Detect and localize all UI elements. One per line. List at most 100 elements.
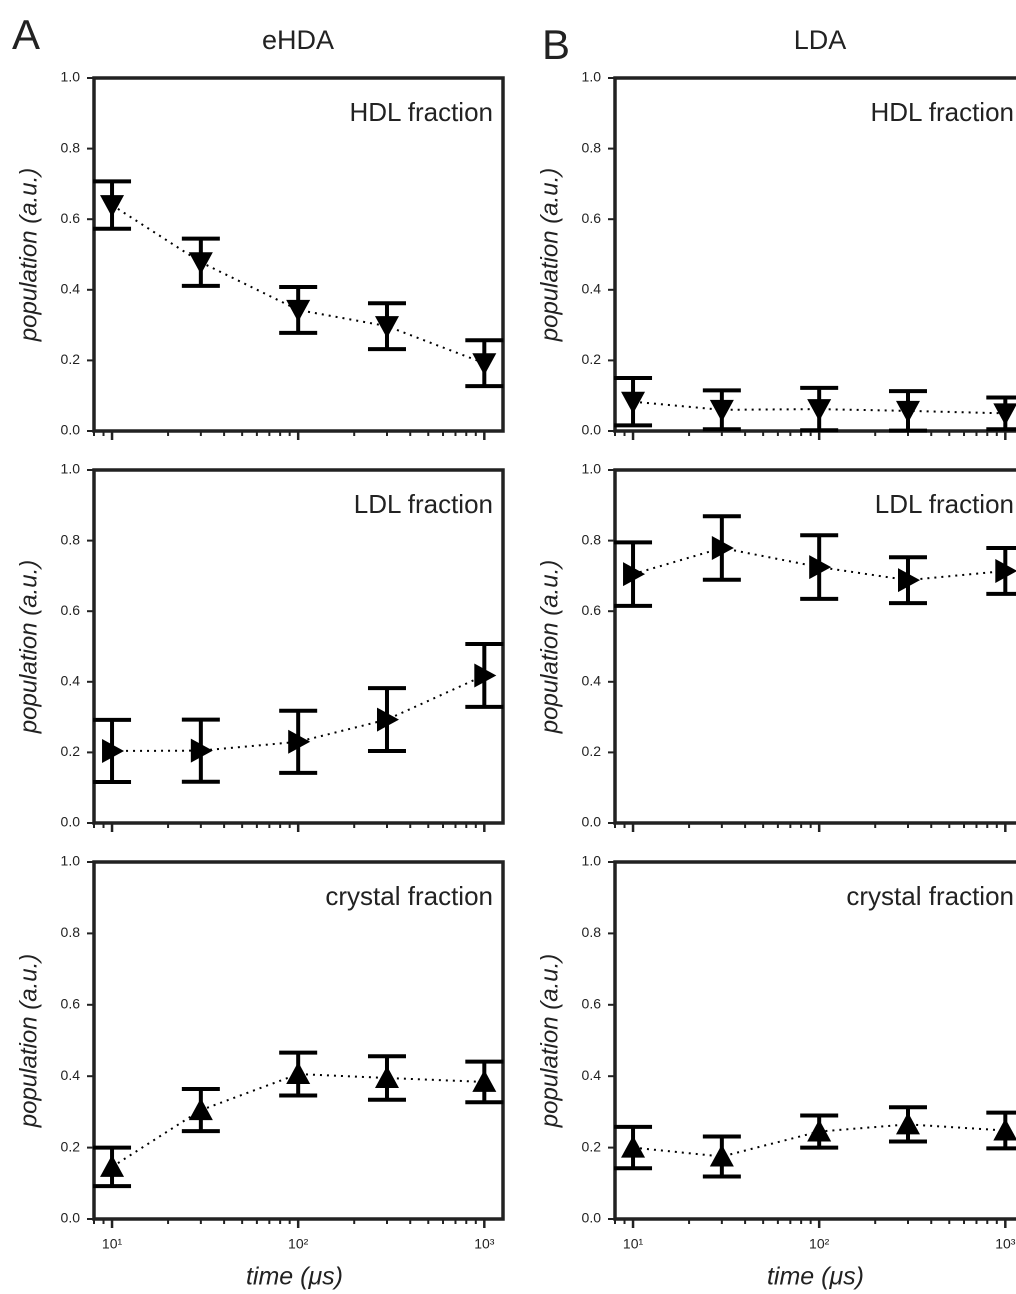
y-tick-label: 1.0 bbox=[61, 853, 81, 869]
marker bbox=[188, 252, 213, 275]
x-tick-label: 10² bbox=[809, 1236, 830, 1252]
y-tick-label: 0.4 bbox=[582, 1067, 602, 1083]
y-axis-label: population (a.u.) bbox=[536, 954, 563, 1128]
y-tick-label: 0.0 bbox=[582, 422, 602, 438]
marker bbox=[621, 391, 646, 414]
x-tick-label: 10³ bbox=[995, 1236, 1016, 1252]
annotation: HDL fraction bbox=[870, 97, 1014, 127]
marker bbox=[190, 738, 213, 763]
y-tick-label: 1.0 bbox=[582, 69, 602, 85]
y-tick-label: 0.8 bbox=[61, 139, 81, 155]
y-tick-label: 0.0 bbox=[61, 422, 81, 438]
marker bbox=[623, 562, 646, 587]
marker bbox=[993, 1118, 1016, 1141]
panel-label: B bbox=[542, 21, 570, 68]
marker bbox=[188, 1098, 213, 1121]
marker bbox=[474, 663, 497, 688]
y-tick-label: 0.2 bbox=[61, 1138, 81, 1154]
y-axis-label: population (a.u.) bbox=[536, 168, 563, 342]
axes-frame bbox=[613, 76, 1016, 433]
column-title: LDA bbox=[794, 25, 847, 55]
x-axis-label: time (μs) bbox=[767, 1263, 864, 1291]
marker bbox=[995, 558, 1016, 583]
y-tick-label: 0.4 bbox=[61, 1067, 81, 1083]
connecting-line bbox=[111, 204, 485, 365]
marker bbox=[807, 399, 832, 422]
y-tick-label: 0.6 bbox=[582, 996, 602, 1012]
x-axis-label: time (μs) bbox=[246, 1263, 343, 1291]
y-tick-label: 1.0 bbox=[582, 461, 602, 477]
marker bbox=[709, 1144, 734, 1167]
panel-label: A bbox=[12, 11, 40, 58]
y-tick-label: 1.0 bbox=[61, 461, 81, 477]
y-axis-label: population (a.u.) bbox=[536, 560, 563, 734]
y-tick-label: 0.2 bbox=[61, 743, 81, 759]
y-tick-label: 0.0 bbox=[582, 1210, 602, 1226]
y-tick-label: 1.0 bbox=[61, 69, 81, 85]
marker bbox=[895, 400, 920, 423]
x-tick-label: 10¹ bbox=[102, 1236, 123, 1252]
annotation: crystal fraction bbox=[846, 881, 1014, 911]
y-tick-label: 0.2 bbox=[582, 351, 602, 367]
y-tick-label: 0.0 bbox=[582, 814, 602, 830]
y-tick-label: 0.8 bbox=[582, 924, 602, 940]
y-tick-label: 0.8 bbox=[582, 531, 602, 547]
marker bbox=[288, 729, 311, 754]
marker bbox=[102, 738, 125, 763]
axes-frame bbox=[92, 76, 505, 433]
marker bbox=[807, 1119, 832, 1142]
y-axis-label: population (a.u.) bbox=[15, 560, 42, 734]
y-tick-label: 0.2 bbox=[61, 351, 81, 367]
marker bbox=[711, 536, 734, 561]
y-tick-label: 0.8 bbox=[61, 531, 81, 547]
marker bbox=[993, 403, 1016, 426]
marker bbox=[374, 1065, 399, 1088]
marker bbox=[374, 316, 399, 339]
y-tick-label: 0.6 bbox=[582, 210, 602, 226]
marker bbox=[895, 1112, 920, 1135]
y-tick-label: 0.6 bbox=[61, 210, 81, 226]
y-tick-label: 0.4 bbox=[61, 673, 81, 689]
y-tick-label: 0.0 bbox=[61, 1210, 81, 1226]
annotation: LDL fraction bbox=[875, 489, 1014, 519]
column-title: eHDA bbox=[262, 25, 334, 55]
axes-frame bbox=[92, 860, 505, 1221]
annotation: LDL fraction bbox=[354, 489, 493, 519]
y-tick-label: 0.0 bbox=[61, 814, 81, 830]
y-tick-label: 0.6 bbox=[61, 996, 81, 1012]
annotation: HDL fraction bbox=[349, 97, 493, 127]
marker bbox=[709, 399, 734, 422]
y-tick-label: 0.8 bbox=[582, 139, 602, 155]
axes-frame bbox=[613, 468, 1016, 825]
y-tick-label: 0.4 bbox=[582, 281, 602, 297]
axes-frame bbox=[613, 860, 1016, 1221]
marker bbox=[100, 195, 125, 218]
axes-frame bbox=[92, 468, 505, 825]
x-tick-label: 10¹ bbox=[623, 1236, 644, 1252]
marker bbox=[286, 1062, 311, 1085]
y-axis-label: population (a.u.) bbox=[15, 168, 42, 342]
y-axis-label: population (a.u.) bbox=[15, 954, 42, 1128]
marker bbox=[897, 568, 920, 593]
marker bbox=[809, 555, 832, 580]
y-tick-label: 0.6 bbox=[61, 602, 81, 618]
marker bbox=[376, 707, 399, 732]
x-tick-label: 10² bbox=[288, 1236, 309, 1252]
connecting-line bbox=[111, 1073, 485, 1168]
marker bbox=[472, 353, 497, 376]
marker bbox=[472, 1069, 497, 1092]
y-tick-label: 0.2 bbox=[582, 1138, 602, 1154]
y-tick-label: 0.4 bbox=[582, 673, 602, 689]
y-tick-label: 0.8 bbox=[61, 924, 81, 940]
marker bbox=[286, 299, 311, 322]
y-tick-label: 0.4 bbox=[61, 281, 81, 297]
x-tick-label: 10³ bbox=[474, 1236, 495, 1252]
annotation: crystal fraction bbox=[325, 881, 493, 911]
marker bbox=[100, 1154, 125, 1177]
y-tick-label: 1.0 bbox=[582, 853, 602, 869]
y-tick-label: 0.6 bbox=[582, 602, 602, 618]
y-tick-label: 0.2 bbox=[582, 743, 602, 759]
marker bbox=[621, 1135, 646, 1158]
